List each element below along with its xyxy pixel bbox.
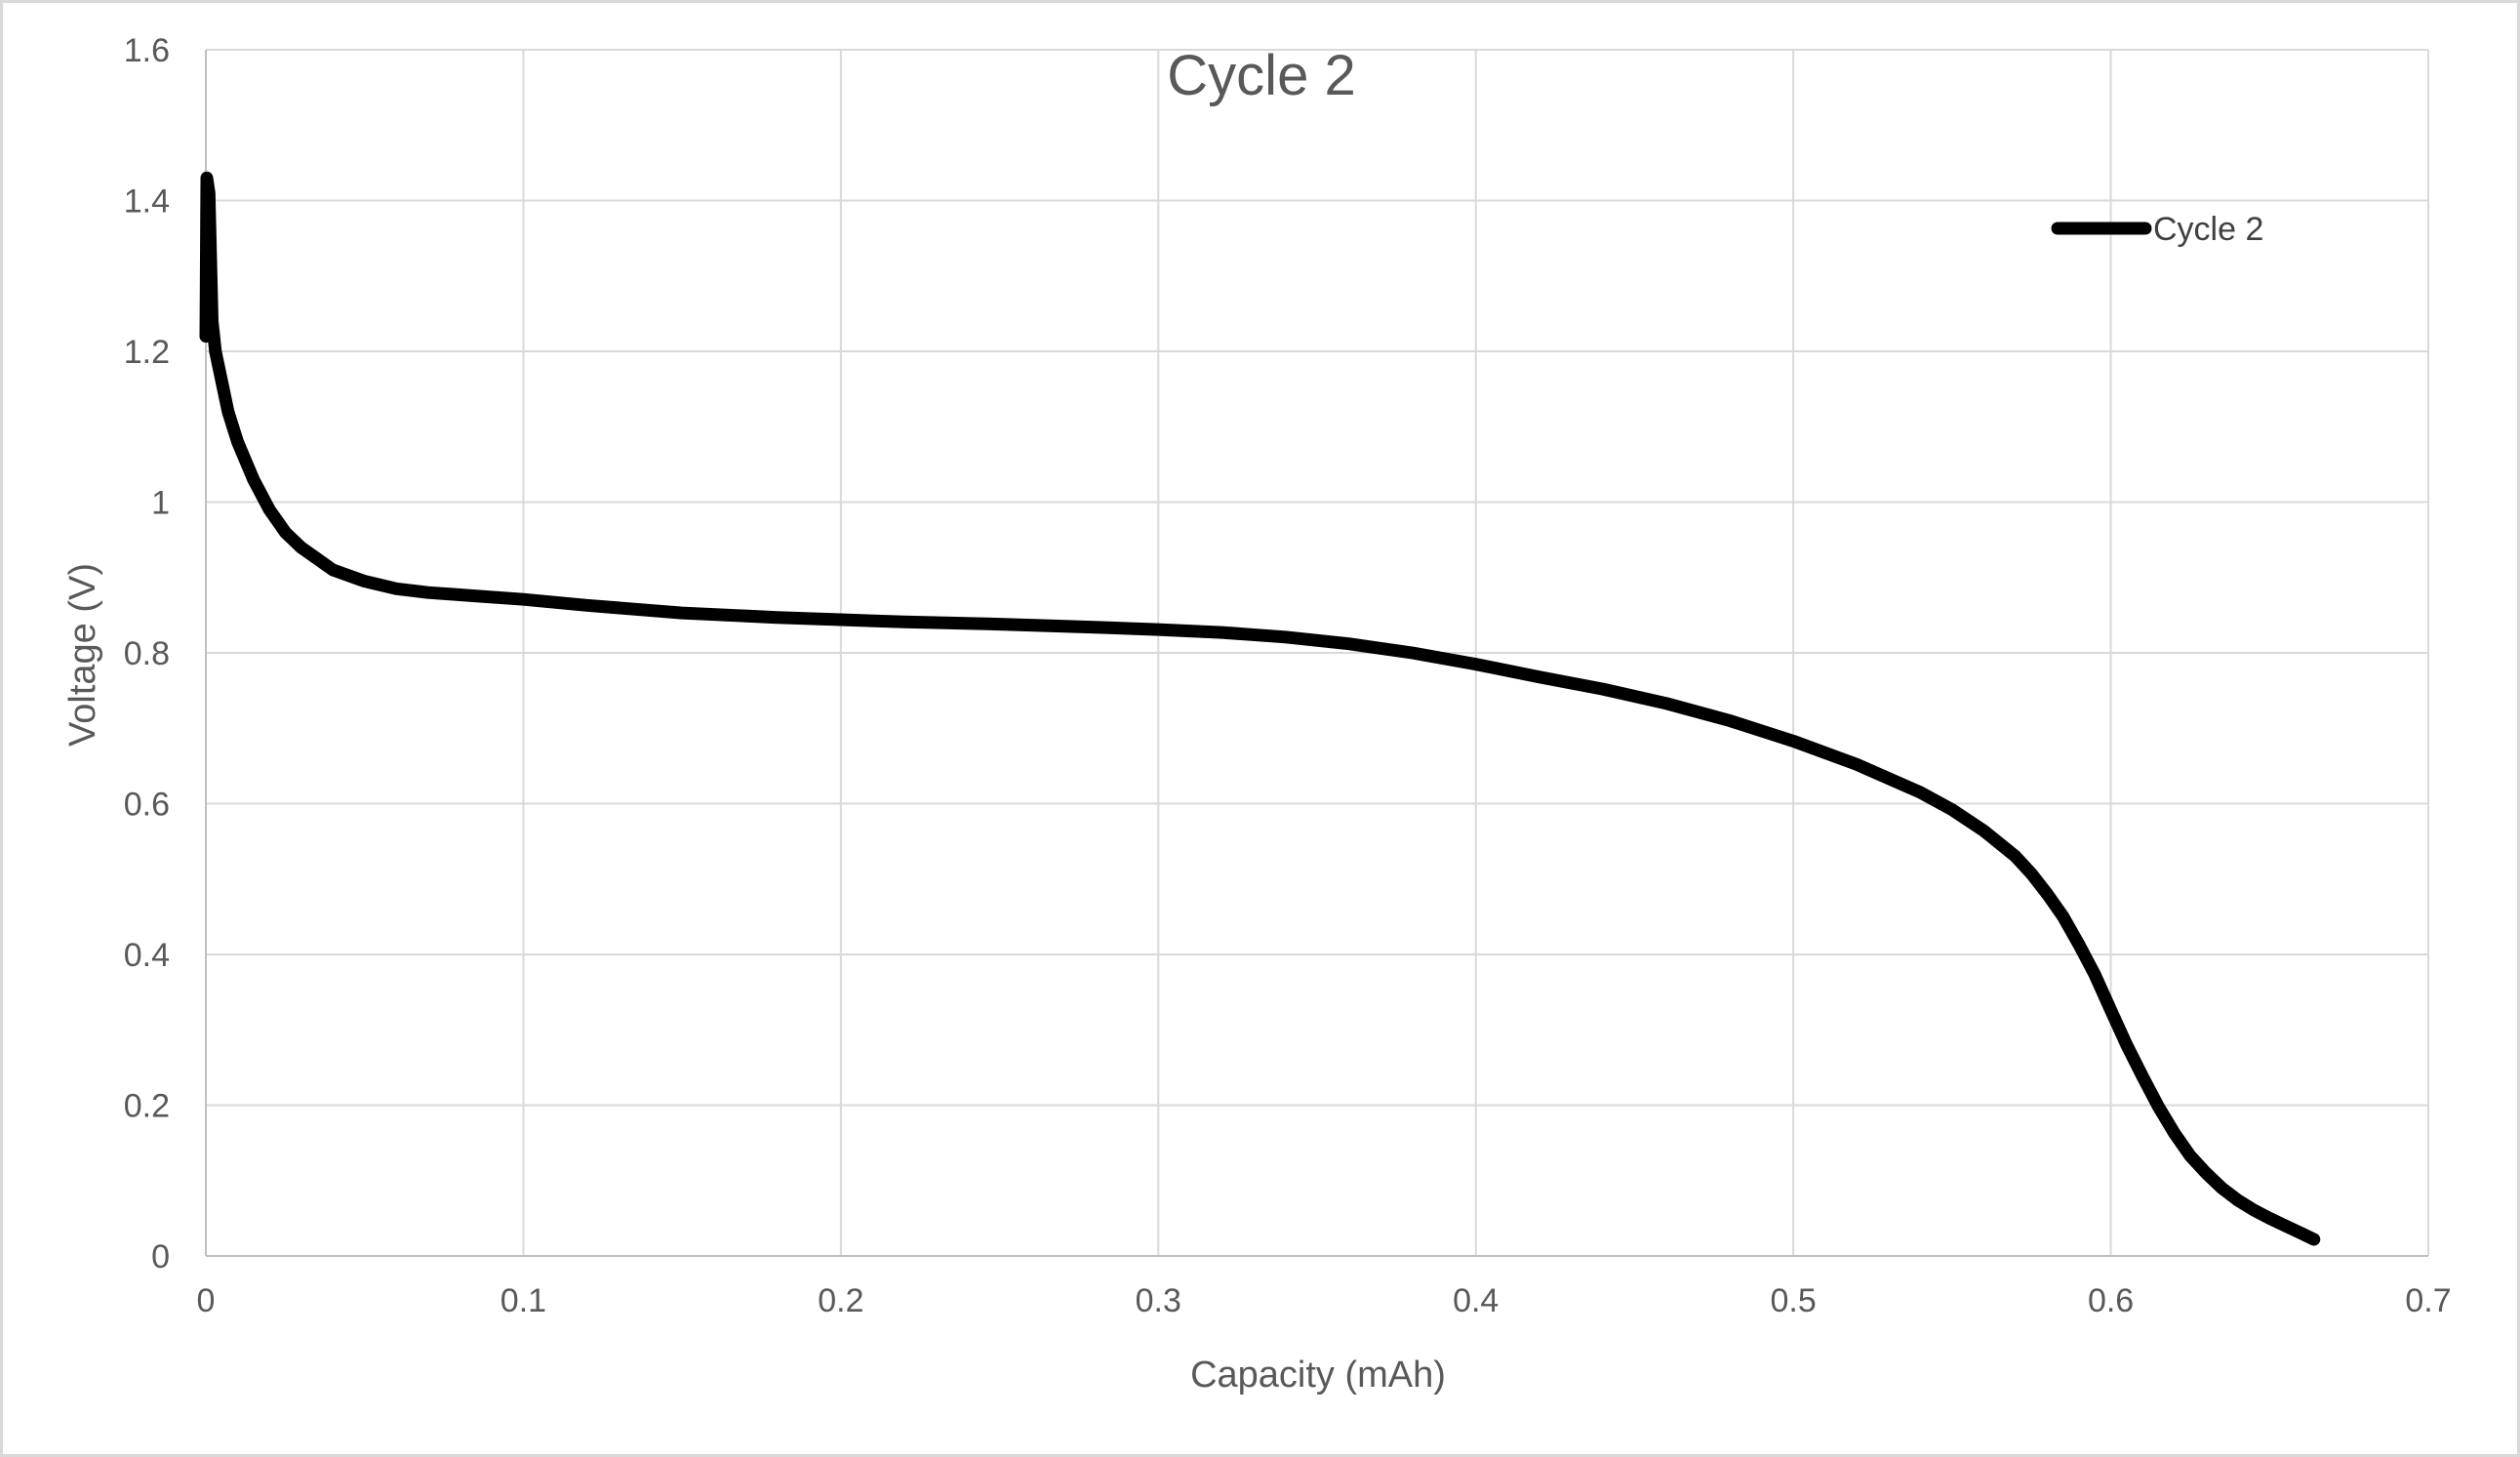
x-tick-label: 0.1 bbox=[500, 1282, 546, 1319]
x-tick-label: 0.5 bbox=[1771, 1282, 1817, 1319]
x-tick-label: 0.4 bbox=[1453, 1282, 1499, 1319]
chart-title: Cycle 2 bbox=[1167, 44, 1355, 107]
y-tick-label: 1.6 bbox=[124, 32, 170, 69]
tick-labels: 0 0.1 0.2 0.3 0.4 0.5 0.6 0.7 0 0.2 0.4 0.6 0.8 1 1.2 1… bbox=[124, 32, 2452, 1319]
y-tick-label: 0.4 bbox=[124, 937, 170, 974]
x-tick-label: 0.2 bbox=[818, 1282, 863, 1319]
y-tick-label: 1.4 bbox=[124, 183, 170, 221]
legend-label-cycle-2: Cycle 2 bbox=[2153, 211, 2263, 248]
x-tick-label: 0.7 bbox=[2405, 1282, 2451, 1319]
legend: Cycle 2 bbox=[2051, 211, 2263, 248]
chart-svg: 0 0.1 0.2 0.3 0.4 0.5 0.6 0.7 0 0.2 0.4 0.6 0.8 1 1.2 1… bbox=[62, 32, 2452, 1396]
series-lines bbox=[199, 171, 2321, 1246]
y-tick-label: 1 bbox=[151, 485, 170, 522]
y-tick-label: 1.2 bbox=[124, 334, 170, 371]
y-axis-title: Voltage (V) bbox=[62, 563, 103, 747]
x-tick-label: 0 bbox=[197, 1282, 216, 1319]
x-tick-label: 0.6 bbox=[2088, 1282, 2134, 1319]
series-line-cycle-2 bbox=[199, 171, 2321, 1246]
y-tick-label: 0 bbox=[151, 1238, 170, 1275]
gridlines bbox=[206, 49, 2429, 1256]
y-tick-label: 0.6 bbox=[124, 787, 170, 824]
x-axis-title: Capacity (mAh) bbox=[1190, 1355, 1446, 1396]
y-tick-label: 0.2 bbox=[124, 1088, 170, 1125]
x-tick-label: 0.3 bbox=[1136, 1282, 1181, 1319]
y-tick-label: 0.8 bbox=[124, 635, 170, 672]
